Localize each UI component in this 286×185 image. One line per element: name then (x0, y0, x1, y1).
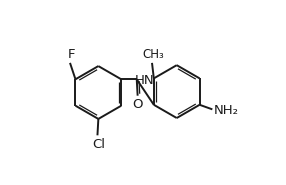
Text: CH₃: CH₃ (142, 48, 164, 61)
Text: Cl: Cl (92, 138, 105, 151)
Text: O: O (132, 98, 143, 111)
Text: F: F (68, 48, 75, 61)
Text: HN: HN (134, 74, 154, 87)
Text: NH₂: NH₂ (213, 104, 238, 117)
